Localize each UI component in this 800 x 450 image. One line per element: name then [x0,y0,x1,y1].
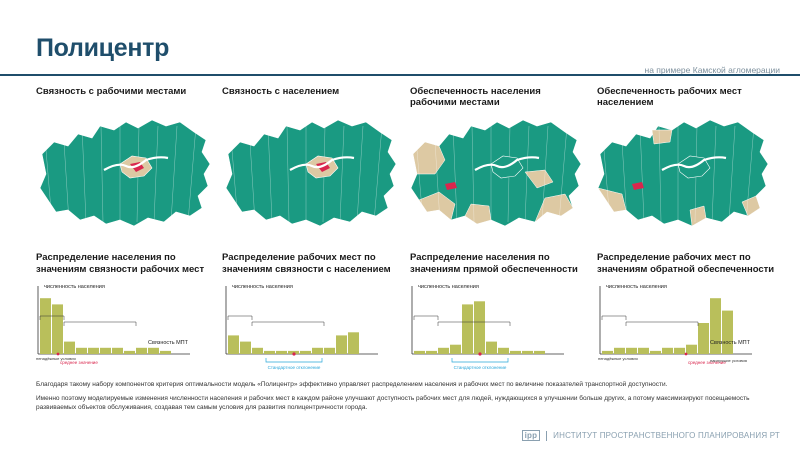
chart-4: численность населения среднее значение нен… [592,282,762,374]
mean-label: среднее значение [60,360,98,365]
bar [486,341,497,354]
bar [264,350,275,354]
dist-1-heading: Распределение населения по значениям свя… [36,252,205,275]
y-axis-label: численность населения [606,284,667,290]
high-end-label: наилучшие условия [710,358,747,363]
bar [276,350,287,354]
institute-name: ИНСТИТУТ ПРОСТРАНСТВЕННОГО ПЛАНИРОВАНИЯ … [553,431,780,440]
bar [722,310,733,354]
dist-3-heading: Распределение населения по значениям пря… [410,252,578,275]
std-dev-label: Стандартное отклонение [454,365,507,370]
panel-1-heading: Связность с рабочими местами [36,86,187,97]
bar [426,350,437,354]
bar [498,347,509,354]
bar [614,347,625,354]
bar [136,347,147,354]
low-end-label: ненадёжные условия [598,356,638,361]
bar [414,350,425,354]
y-axis-label: численность населения [418,284,479,290]
bar [124,350,135,354]
bar [88,347,99,354]
bar [698,323,709,354]
bar [240,341,251,354]
bar [348,332,359,354]
bar [450,344,461,354]
low-end-label: ненадёжные условия [36,356,76,361]
bar [602,350,613,354]
map-jobs-supply [405,112,585,232]
std-dev-label: Стандартное отклонение [268,365,321,370]
panel-4-heading: Обеспеченность рабочих мест населением [597,86,742,108]
bar [324,347,335,354]
bar [674,347,685,354]
y-axis-label: численность населения [232,284,293,290]
bar [148,347,159,354]
chart-2: численность населения Стандартное отклоне… [218,282,388,374]
bar [288,350,299,354]
footnote-2: Именно поэтому моделируемые изменения чи… [36,395,750,411]
bar [312,347,323,354]
page-subtitle: на примере Камской агломерации [644,65,781,75]
map-population-supply [592,112,772,232]
bar [474,301,485,354]
institute-logo: ipp [521,430,541,441]
panel-2-heading: Связность с населением [222,86,340,97]
chart-3: численность населения Стандартное отклоне… [404,282,574,374]
bar [336,335,347,354]
bar [626,347,637,354]
x-axis-label: Связность МПТ [710,340,751,346]
bar [710,298,721,354]
bar [52,304,63,354]
bar [160,350,171,354]
bar [64,341,75,354]
bar [686,344,697,354]
dist-4-heading: Распределение рабочих мест по значениям … [597,252,775,275]
bar [638,347,649,354]
bar [510,350,521,354]
bar [40,298,51,354]
bar [228,335,239,354]
map-jobs-connectivity [34,112,214,232]
bar [650,350,661,354]
bar [534,350,545,354]
x-axis-label: Связность МПТ [148,340,189,346]
bar [76,347,87,354]
footnote-1: Благодаря такому набору компонентов крит… [36,381,668,388]
bar [462,304,473,354]
map-population-connectivity [220,112,400,232]
bar [438,347,449,354]
title-rule [0,74,800,76]
bar [252,347,263,354]
chart-1: численность населения среднее значение нен… [30,282,200,374]
footer: ipp ИНСТИТУТ ПРОСТРАНСТВЕННОГО ПЛАНИРОВА… [521,430,780,441]
bar [100,347,111,354]
panel-3-heading: Обеспеченность населения рабочими местам… [410,86,541,108]
bar [522,350,533,354]
bar [300,350,311,354]
page-title: Полицентр [36,34,170,62]
dist-2-heading: Распределение рабочих мест по значениям … [222,252,391,275]
bar [112,347,123,354]
y-axis-label: численность населения [44,284,105,290]
mean-label: среднее значение [688,360,726,365]
footer-divider [546,430,548,441]
bar [662,347,673,354]
